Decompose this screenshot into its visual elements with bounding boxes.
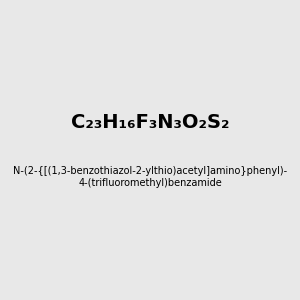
Text: C₂₃H₁₆F₃N₃O₂S₂: C₂₃H₁₆F₃N₃O₂S₂ — [71, 113, 229, 133]
Text: N-(2-{[(1,3-benzothiazol-2-ylthio)acetyl]amino}phenyl)-
4-(trifluoromethyl)benza: N-(2-{[(1,3-benzothiazol-2-ylthio)acetyl… — [13, 166, 287, 188]
